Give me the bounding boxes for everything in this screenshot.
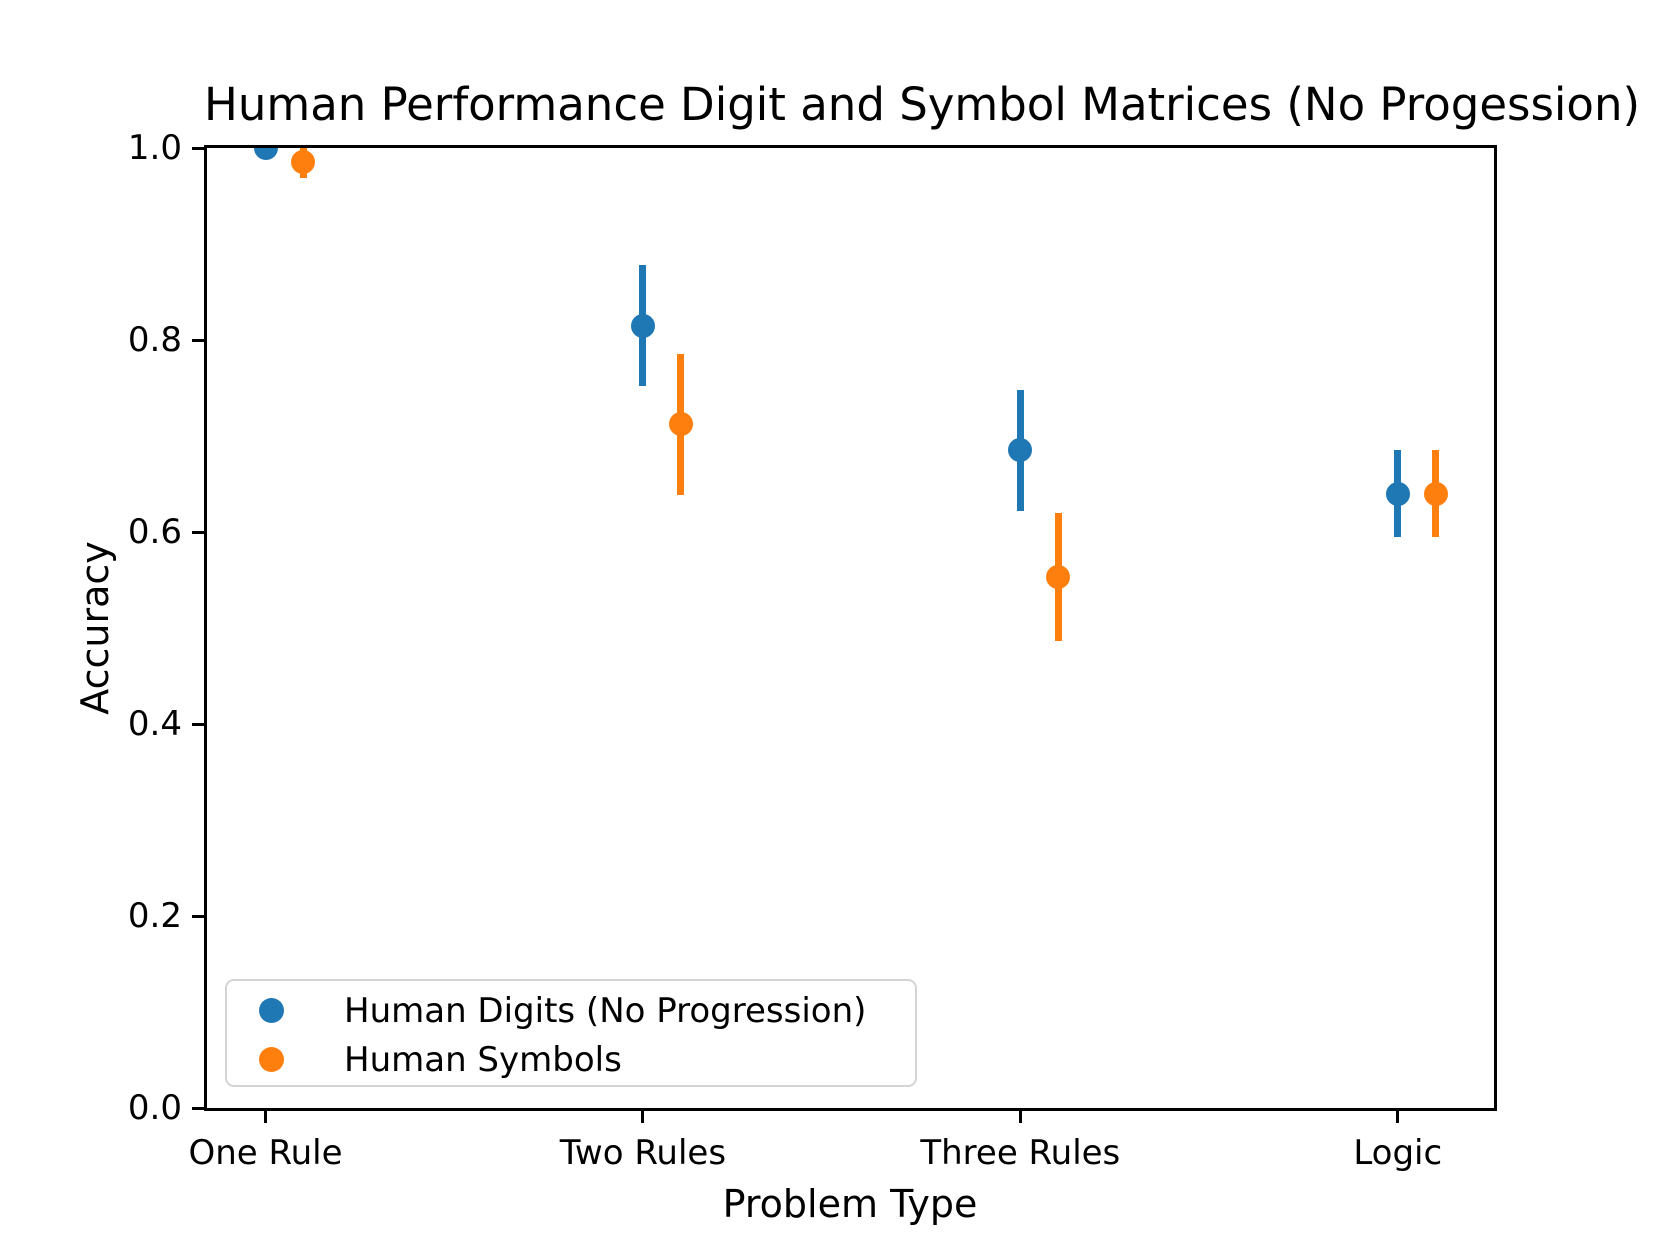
legend-label: Human Digits (No Progression) [344,990,867,1031]
x-tick [641,1111,645,1123]
plot-area [204,145,1497,1111]
legend-entry-digits: Human Digits (No Progression) [227,986,915,1035]
y-tick-label: 0.0 [127,1088,182,1128]
x-tick-label: Three Rules [920,1133,1121,1173]
x-tick-label: Two Rules [559,1133,727,1173]
y-tick [192,338,204,342]
x-tick-label: One Rule [188,1133,343,1173]
legend-entry-symbols: Human Symbols [227,1035,915,1084]
x-tick-label: Logic [1353,1133,1443,1173]
y-tick-label: 0.6 [127,512,182,552]
y-tick-label: 0.4 [127,704,182,744]
x-tick [1396,1111,1400,1123]
y-tick [192,530,204,534]
data-point [1385,481,1410,506]
legend-marker-icon [259,1047,284,1072]
y-axis-label: Accuracy [73,541,117,715]
y-tick-label: 0.8 [127,320,182,360]
data-point [630,313,655,338]
y-tick [192,1106,204,1110]
legend-marker-icon [259,998,284,1023]
data-point [253,148,278,160]
legend: Human Digits (No Progression) Human Symb… [225,979,917,1087]
y-tick [192,722,204,726]
x-tick [1018,1111,1022,1123]
y-tick-label: 0.2 [127,896,182,936]
y-tick-label: 1.0 [127,128,182,168]
x-axis-label: Problem Type [722,1182,978,1226]
x-tick [264,1111,267,1123]
y-tick [192,146,204,150]
legend-label: Human Symbols [344,1039,622,1080]
data-point [1008,438,1033,463]
y-tick [192,914,204,918]
data-point [1046,565,1071,590]
data-point [668,412,693,437]
data-point [291,150,316,175]
chart-title: Human Performance Digit and Symbol Matri… [204,78,1641,131]
data-point [1423,481,1448,506]
